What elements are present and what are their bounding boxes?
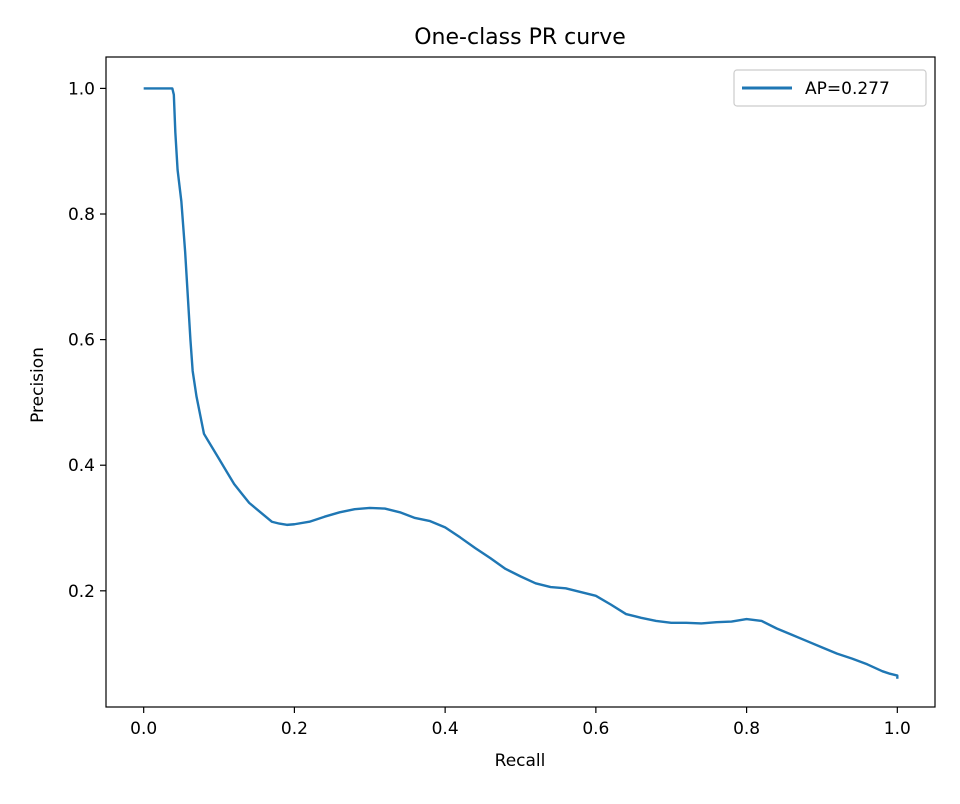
y-tick-label: 0.4 (68, 456, 95, 476)
legend: AP=0.277 (733, 69, 927, 107)
plot-area: 0.0 0.2 0.4 0.6 0.8 1.0 0.2 0.4 0.6 0.8 1.0 (68, 56, 936, 739)
x-tick-label: 0.8 (733, 719, 760, 739)
x-tick-label: 0.4 (432, 719, 459, 739)
y-tick-label: 0.6 (68, 331, 95, 351)
chart-title: One-class PR curve (414, 25, 626, 50)
x-tick-label: 0.2 (281, 719, 308, 739)
x-tick-label: 0.0 (130, 719, 157, 739)
axes-frame (105, 56, 936, 708)
y-tick-label: 0.2 (68, 582, 95, 602)
legend-entry-label: AP=0.277 (805, 79, 890, 99)
x-tick-label: 0.6 (582, 719, 609, 739)
y-tick-label: 0.8 (68, 205, 95, 225)
legend-frame (733, 69, 927, 107)
series-line-0 (143, 87, 899, 679)
y-tick-label: 1.0 (68, 79, 95, 99)
y-axis-label: Precision (28, 347, 48, 423)
x-axis-label: Recall (495, 751, 546, 771)
x-tick-label: 1.0 (884, 719, 911, 739)
